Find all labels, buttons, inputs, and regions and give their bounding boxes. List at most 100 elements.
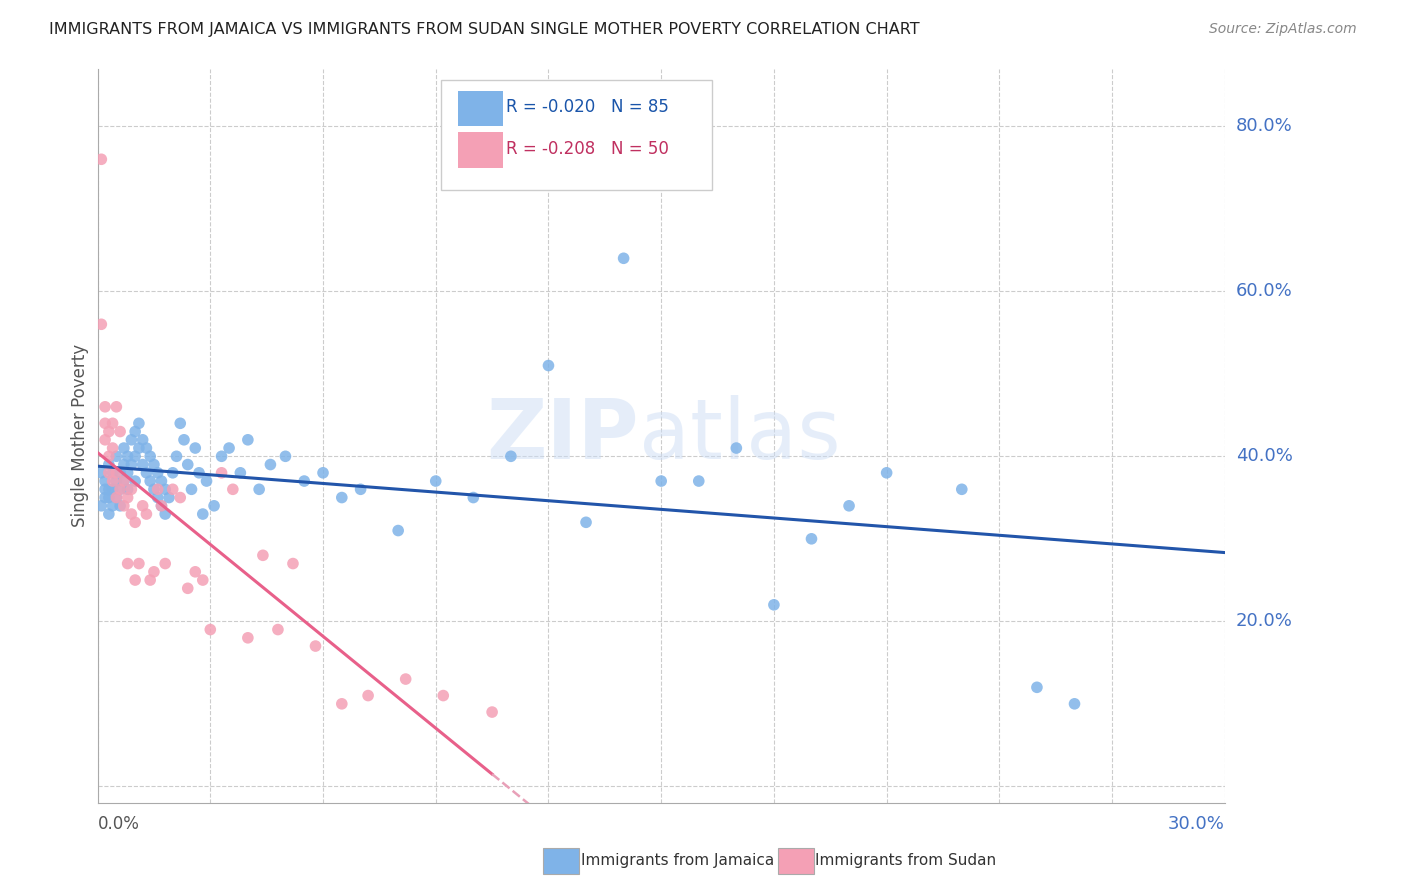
Point: [105, 491, 128, 505]
Point: [762, 598, 785, 612]
Point: [105, 474, 128, 488]
Point: [1026, 681, 1049, 695]
Point: [177, 582, 200, 596]
Point: [838, 499, 860, 513]
Point: [222, 483, 245, 497]
Point: [211, 450, 233, 464]
Point: [120, 483, 142, 497]
Text: 30.0%: 30.0%: [1168, 815, 1225, 833]
Point: [876, 466, 898, 480]
Point: [180, 483, 202, 497]
Point: [135, 507, 157, 521]
Point: [90, 153, 112, 167]
Point: [229, 466, 252, 480]
Point: [155, 507, 177, 521]
Point: [218, 441, 240, 455]
Point: [499, 450, 522, 464]
Point: [97, 466, 120, 480]
Point: [537, 359, 560, 373]
Point: [139, 474, 162, 488]
Point: [97, 507, 120, 521]
Point: [236, 631, 259, 645]
Point: [142, 458, 165, 472]
Point: [142, 483, 165, 497]
Point: [112, 441, 135, 455]
Point: [139, 450, 162, 464]
Point: [94, 483, 117, 497]
Point: [112, 474, 135, 488]
Point: [131, 433, 153, 447]
Point: [146, 466, 169, 480]
Point: [101, 417, 124, 431]
Point: [267, 623, 290, 637]
Point: [94, 474, 117, 488]
Point: [101, 499, 124, 513]
Point: [90, 318, 112, 332]
Point: [135, 466, 157, 480]
FancyBboxPatch shape: [458, 132, 503, 168]
Point: [142, 565, 165, 579]
Point: [463, 491, 485, 505]
Point: [1063, 697, 1085, 711]
Point: [97, 458, 120, 472]
Point: [425, 474, 447, 488]
Point: [191, 507, 214, 521]
Point: [146, 491, 169, 505]
Point: [259, 458, 281, 472]
Text: 20.0%: 20.0%: [1236, 612, 1294, 631]
Point: [330, 697, 353, 711]
Point: [135, 441, 157, 455]
Point: [108, 499, 131, 513]
Point: [169, 491, 191, 505]
Point: [166, 450, 188, 464]
Point: [112, 458, 135, 472]
Point: [304, 639, 326, 653]
Point: [131, 499, 153, 513]
Point: [162, 483, 184, 497]
FancyBboxPatch shape: [441, 79, 711, 190]
Point: [800, 532, 823, 546]
Point: [575, 516, 598, 530]
Point: [97, 491, 120, 505]
Point: [117, 557, 139, 571]
Point: [200, 623, 222, 637]
Point: [395, 672, 418, 686]
FancyBboxPatch shape: [458, 91, 503, 126]
Point: [131, 458, 153, 472]
Point: [90, 499, 112, 513]
Point: [139, 573, 162, 587]
Point: [108, 466, 131, 480]
Point: [157, 491, 180, 505]
Point: [950, 483, 973, 497]
Point: [117, 491, 139, 505]
Point: [202, 499, 225, 513]
Point: [481, 705, 503, 719]
Point: [312, 466, 335, 480]
Point: [124, 450, 146, 464]
Text: Immigrants from Jamaica: Immigrants from Jamaica: [581, 854, 773, 868]
Point: [94, 400, 117, 414]
Point: [146, 483, 169, 497]
Text: Source: ZipAtlas.com: Source: ZipAtlas.com: [1209, 22, 1357, 37]
Point: [101, 474, 124, 488]
Text: 80.0%: 80.0%: [1236, 117, 1294, 136]
Point: [613, 252, 636, 266]
Point: [150, 474, 173, 488]
Point: [725, 441, 748, 455]
Point: [281, 557, 304, 571]
Point: [155, 483, 177, 497]
Point: [211, 466, 233, 480]
Point: [108, 425, 131, 439]
Text: R = -0.208   N = 50: R = -0.208 N = 50: [506, 140, 668, 158]
Point: [195, 474, 218, 488]
Point: [97, 425, 120, 439]
Point: [184, 441, 207, 455]
Point: [150, 499, 173, 513]
Point: [124, 425, 146, 439]
Point: [97, 483, 120, 497]
Text: 60.0%: 60.0%: [1236, 282, 1294, 301]
Point: [101, 466, 124, 480]
Point: [150, 499, 173, 513]
Point: [105, 491, 128, 505]
Text: 40.0%: 40.0%: [1236, 447, 1294, 466]
